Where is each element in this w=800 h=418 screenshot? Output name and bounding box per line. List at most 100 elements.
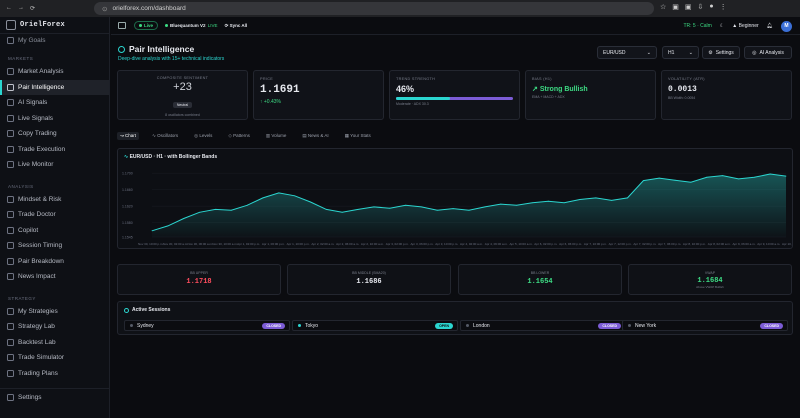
tab-levels[interactable]: ◎ Levels <box>191 132 215 140</box>
y-tick-label: 1.1545 <box>122 236 133 240</box>
sidebar-item-my-goals[interactable]: My Goals <box>0 34 109 46</box>
analysis-tabs: ↝ Chart ∿ Oscillators ◎ Levels ◇ Pattern… <box>117 130 374 141</box>
sidebar-item-trade-simulator[interactable]: Trade Simulator <box>0 350 109 366</box>
url-text: orielforex.com/dashboard <box>112 5 186 12</box>
sidebar-item-live-signals[interactable]: Live Signals <box>0 111 109 127</box>
price-point <box>579 199 581 200</box>
browser-extensions: ☆ ▣ ▣ ⇩ ● ⋮ <box>660 3 727 11</box>
reload-icon[interactable]: ⟳ <box>30 6 36 12</box>
x-tick-label: Apr 7, 06:00 p.m. <box>658 242 681 246</box>
x-tick-label: Apr 3, 02:00 p.m. <box>386 242 409 246</box>
live-status-pill[interactable]: Live <box>134 21 159 30</box>
price-point <box>563 202 565 204</box>
price-change: ↑ +0.43% <box>260 99 281 105</box>
sidebar-item-live-monitor[interactable]: Live Monitor <box>0 157 109 173</box>
x-tick-label: Apr 9, 10:00 a.m. <box>757 242 780 246</box>
tab-volume[interactable]: ▥ Volume <box>263 132 290 140</box>
session-name: Sydney <box>137 322 154 329</box>
sidebar-item-settings[interactable]: Settings <box>0 389 109 405</box>
tab-patterns[interactable]: ◇ Patterns <box>225 132 253 140</box>
logo-icon <box>6 20 16 30</box>
sidebar-item-trading-plans[interactable]: Trading Plans <box>0 366 109 382</box>
bluequantum-status[interactable]: Bluequantum V2 LIVE <box>165 23 218 28</box>
sidebar-item-market-analysis[interactable]: Market Analysis <box>0 64 109 80</box>
sidebar-item-pair-intelligence[interactable]: Pair Intelligence <box>0 79 109 95</box>
copy-icon <box>7 130 14 138</box>
tab-chart[interactable]: ↝ Chart <box>117 131 140 140</box>
avatar[interactable]: M <box>781 20 792 32</box>
price-point <box>341 211 343 213</box>
bb-middle-card: BB MIDDLE (SMA20) 1.1686 <box>287 264 451 295</box>
timeframe-select[interactable]: H1 ⌄ <box>662 46 699 59</box>
price-point <box>547 200 549 202</box>
price-point <box>389 207 391 209</box>
session-dot-icon <box>628 324 631 327</box>
settings-button[interactable]: ⚙ Settings <box>702 46 740 59</box>
sidebar-item-label: Market Analysis <box>18 68 64 76</box>
sentiment-badge: Neutral <box>172 102 193 108</box>
site-info-icon[interactable]: ⊙ <box>102 5 108 13</box>
x-tick-label: Apr 2, 10:00 a.m. <box>361 242 384 246</box>
tab-news-ai[interactable]: ▤ News & AI <box>299 132 331 140</box>
forward-icon[interactable]: → <box>18 5 24 11</box>
price-chart[interactable]: 1.1700 1.1660 1.1620 1.1580 1.1545 Nov 30, 10… <box>118 149 792 248</box>
tab-your-stats[interactable]: ▦ Your Stats <box>342 132 374 140</box>
bell-icon[interactable]: 🔔︎ <box>766 23 773 29</box>
ai-analysis-button[interactable]: ◎ AI Analysis <box>744 46 792 59</box>
bb-middle-value: 1.1686 <box>356 278 382 286</box>
address-bar[interactable]: ⊙ orielforex.com/dashboard <box>94 2 654 15</box>
volatility-value: 0.0013 <box>668 85 697 94</box>
chart-icon <box>7 68 14 76</box>
tab-label: Volume <box>271 132 287 138</box>
sidebar-item-pair-breakdown[interactable]: Pair Breakdown <box>0 254 109 270</box>
price-point <box>405 204 406 206</box>
extension-icon[interactable]: ▣ <box>672 4 679 11</box>
download-icon[interactable]: ⇩ <box>697 4 704 11</box>
session-name: Tokyo <box>305 322 319 329</box>
price-label: PRICE <box>260 77 274 81</box>
pair-select[interactable]: EUR/USD ⌄ <box>597 46 657 59</box>
volatility-label: VOLATILITY (ATR) <box>668 77 705 81</box>
market-state-badge[interactable]: TR: 5 · Calm <box>683 23 712 29</box>
sidebar-item-trade-doctor[interactable]: Trade Doctor <box>0 207 109 223</box>
sidebar-item-strategy-lab[interactable]: Strategy Lab <box>0 319 109 335</box>
sidebar-item-my-strategies[interactable]: My Strategies <box>0 304 109 320</box>
price-point <box>246 204 248 206</box>
sidebar-item-mindset-risk[interactable]: Mindset & Risk <box>0 192 109 208</box>
clock-icon <box>7 242 14 250</box>
sidebar-item-copilot[interactable]: Copilot <box>0 223 109 239</box>
price-point <box>738 178 739 180</box>
price-point <box>595 197 597 199</box>
bias-card: BIAS (H1) ↗ Strong Bullish EMA + MACD + … <box>525 70 656 120</box>
signal-icon <box>7 99 14 107</box>
tab-oscillators[interactable]: ∿ Oscillators <box>149 132 181 140</box>
bias-label: BIAS (H1) <box>532 77 552 81</box>
session-tokyo: Tokyo OPEN <box>292 320 458 331</box>
menu-icon[interactable]: ⋮ <box>719 4 727 11</box>
sidebar-toggle-icon[interactable] <box>118 22 126 29</box>
x-tick-label: Apr 1, 10:00 p.m. <box>287 242 310 246</box>
live-label: Live <box>144 23 154 28</box>
sidebar-section-analysis: ANALYSIS <box>8 183 34 189</box>
sidebar-item-label: Trading Plans <box>18 369 58 377</box>
theme-icon[interactable]: ☾ <box>719 23 725 29</box>
back-icon[interactable]: ← <box>6 5 12 11</box>
sidebar-item-backtest-lab[interactable]: Backtest Lab <box>0 335 109 351</box>
plan-icon <box>7 369 14 377</box>
sidebar-item-label: Trade Doctor <box>18 211 56 219</box>
level-badge[interactable]: ▲ Beginner <box>732 23 758 29</box>
sidebar-item-ai-signals[interactable]: AI Signals <box>0 95 109 111</box>
app-logo[interactable]: OrielForex <box>0 17 109 34</box>
price-point <box>230 209 232 211</box>
extension-icon[interactable]: ▣ <box>684 4 692 11</box>
sync-all-button[interactable]: ⟳ Sync All <box>224 22 248 28</box>
sidebar-item-copy-trading[interactable]: Copy Trading <box>0 126 109 142</box>
price-value: 1.1691 <box>260 84 300 96</box>
sidebar-item-trade-execution[interactable]: Trade Execution <box>0 142 109 158</box>
sidebar-item-label: Copilot <box>18 226 39 234</box>
profile-icon[interactable]: ● <box>709 3 714 10</box>
sidebar-item-news-impact[interactable]: News Impact <box>0 269 109 285</box>
bookmark-icon[interactable]: ☆ <box>660 4 667 11</box>
sidebar-item-label: Live Monitor <box>18 161 54 169</box>
sidebar-item-session-timing[interactable]: Session Timing <box>0 238 109 254</box>
